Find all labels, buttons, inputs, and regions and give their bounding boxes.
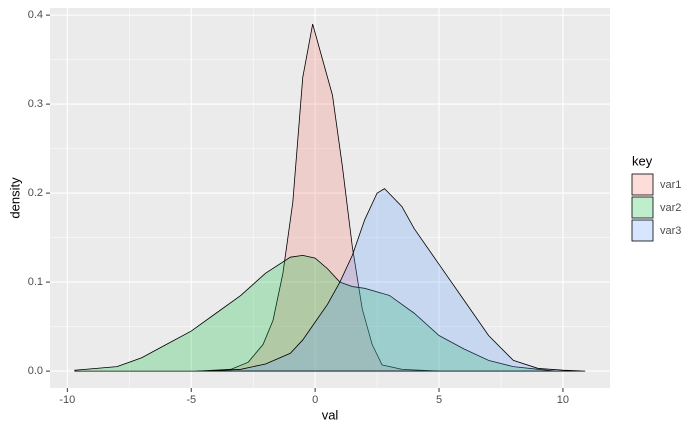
y-tick-label: 0.2: [28, 187, 43, 199]
legend-key-bg: [632, 197, 653, 218]
legend-label: var1: [660, 179, 681, 191]
legend-key: [631, 219, 654, 242]
panel: [50, 8, 610, 388]
x-tick-label: -5: [186, 394, 196, 406]
x-tick-label: -10: [59, 394, 75, 406]
x-tick-label: 10: [557, 394, 569, 406]
x-axis-label: val: [322, 407, 339, 422]
legend-key: [631, 173, 654, 196]
legend-key-bg: [632, 220, 653, 241]
legend-key-bg: [632, 174, 653, 195]
y-tick-label: 0.1: [28, 276, 43, 288]
legend-label: var2: [660, 202, 681, 214]
y-axis-label: density: [7, 177, 22, 219]
density-area: [74, 254, 556, 372]
y-tick-label: 0.3: [28, 98, 43, 110]
legend-key: [631, 196, 654, 219]
x-tick-label: 5: [436, 394, 442, 406]
density-area: [196, 23, 440, 372]
x-tick-label: 0: [312, 394, 318, 406]
y-tick-label: 0.0: [28, 365, 43, 377]
legend-title: key: [632, 153, 653, 168]
density-area: [203, 188, 586, 372]
y-tick-label: 0.4: [28, 9, 43, 21]
legend-label: var3: [660, 225, 681, 237]
